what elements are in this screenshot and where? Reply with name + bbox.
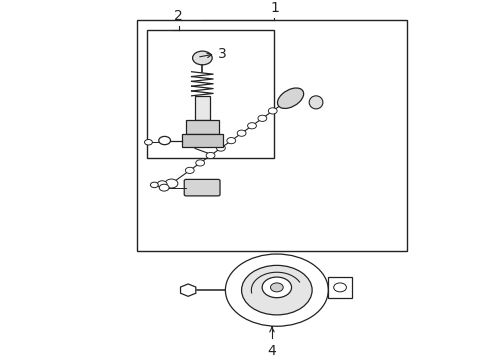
Ellipse shape	[309, 96, 323, 109]
Circle shape	[334, 283, 346, 292]
Circle shape	[185, 167, 194, 174]
Ellipse shape	[277, 88, 304, 108]
Bar	[195, 96, 210, 120]
Circle shape	[227, 138, 236, 144]
Circle shape	[206, 152, 215, 159]
Text: 3: 3	[218, 47, 227, 61]
FancyBboxPatch shape	[184, 179, 220, 196]
Circle shape	[225, 254, 328, 326]
Circle shape	[145, 139, 152, 145]
Text: 4: 4	[268, 344, 276, 358]
Circle shape	[196, 160, 204, 166]
Text: 1: 1	[270, 1, 279, 15]
Circle shape	[242, 265, 312, 315]
Circle shape	[258, 115, 267, 121]
Circle shape	[270, 283, 283, 292]
Circle shape	[247, 123, 256, 129]
Circle shape	[262, 277, 292, 298]
Circle shape	[159, 184, 169, 191]
Circle shape	[269, 108, 277, 114]
Circle shape	[165, 179, 178, 188]
Circle shape	[150, 182, 158, 188]
Circle shape	[237, 130, 246, 136]
Text: 2: 2	[174, 9, 183, 23]
Circle shape	[159, 136, 171, 145]
Bar	[186, 120, 219, 134]
Bar	[137, 20, 407, 251]
Bar	[147, 31, 274, 158]
Bar	[328, 277, 352, 298]
Circle shape	[217, 145, 225, 151]
Circle shape	[157, 181, 167, 188]
Bar	[182, 134, 223, 147]
Circle shape	[193, 51, 212, 65]
